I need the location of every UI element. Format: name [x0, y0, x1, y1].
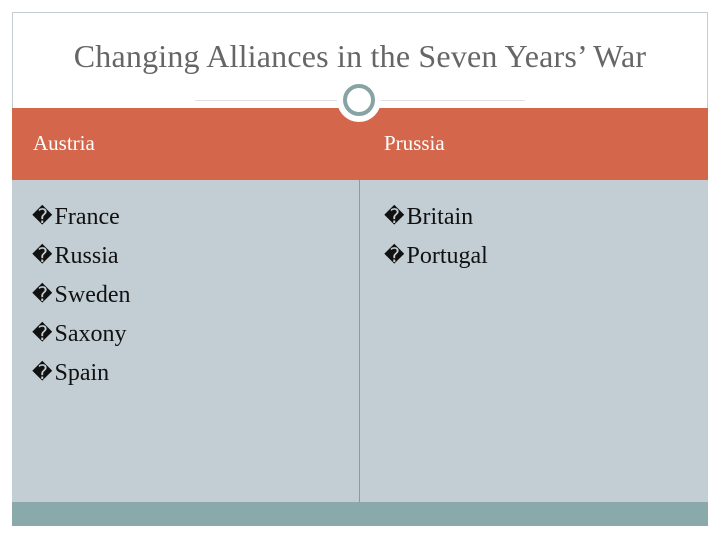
ally-name: Britain [406, 204, 474, 230]
bullet-icon: � [32, 360, 53, 384]
ally-name: Sweden [54, 282, 131, 308]
list-item: �Saxony [32, 315, 131, 354]
ally-name: Saxony [54, 321, 127, 347]
column-divider [359, 180, 360, 502]
ally-name: Portugal [406, 243, 488, 269]
circle-ring-icon [337, 78, 381, 122]
bullet-icon: � [32, 282, 53, 306]
austria-allies-list: �France �Russia �Sweden �Saxony �Spain [32, 198, 131, 393]
bullet-icon: � [32, 204, 53, 228]
prussia-allies-list: �Britain �Portugal [384, 198, 488, 276]
list-item: �Spain [32, 354, 131, 393]
footer-band [12, 502, 708, 526]
bullet-icon: � [384, 204, 405, 228]
bullet-icon: � [32, 321, 53, 345]
header-austria: Austria [33, 131, 95, 155]
ally-name: Russia [54, 243, 119, 269]
slide-title: Changing Alliances in the Seven Years’ W… [73, 38, 647, 74]
list-item: �Portugal [384, 237, 488, 276]
table-body-band [12, 180, 708, 502]
list-item: �France [32, 198, 131, 237]
header-prussia: Prussia [384, 131, 445, 155]
bullet-icon: � [32, 243, 53, 267]
list-item: �Britain [384, 198, 488, 237]
list-item: �Sweden [32, 276, 131, 315]
bullet-icon: � [384, 243, 405, 267]
list-item: �Russia [32, 237, 131, 276]
ally-name: France [54, 204, 120, 230]
ring-accent [343, 84, 375, 116]
ally-name: Spain [54, 360, 110, 386]
